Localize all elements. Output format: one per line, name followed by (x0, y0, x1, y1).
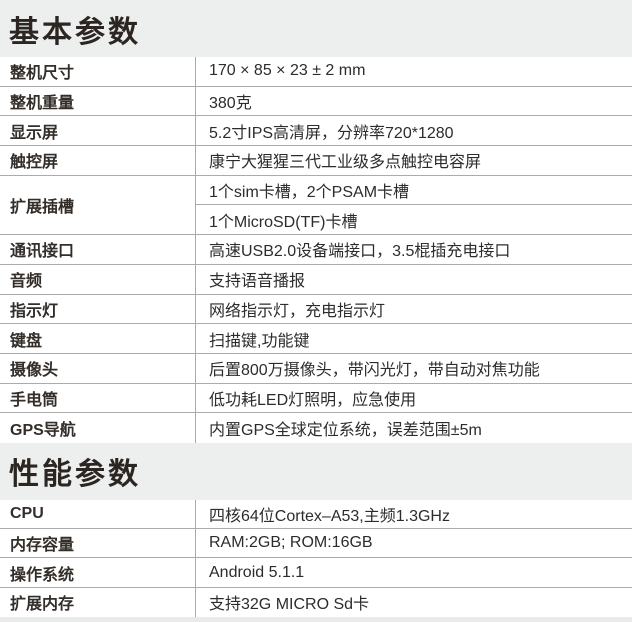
table-row: 触控屏 康宁大猩猩三代工业级多点触控电容屏 (0, 146, 632, 176)
spec-label: 显示屏 (10, 124, 59, 142)
spec-label: 扩展插槽 (10, 198, 75, 216)
section-header-performance: 性能参数 (0, 442, 632, 500)
spec-value: 四核64位Cortex–A53,主频1.3GHz (195, 499, 632, 529)
spec-value: 170 × 85 × 23 ± 2 mm (195, 57, 632, 86)
spec-label: 整机重量 (10, 95, 75, 113)
table-row: 键盘 扫描键,功能键 (0, 324, 632, 354)
spec-label: 内存容量 (10, 537, 75, 555)
spec-label: CPU (10, 505, 44, 523)
spec-value: 5.2寸IPS高清屏，分辨率720*1280 (195, 116, 632, 146)
spec-label: 手电筒 (10, 391, 59, 409)
spec-value: 支持语音播报 (195, 264, 632, 294)
basic-spec-table: 整机尺寸 170 × 85 × 23 ± 2 mm 整机重量 380克 显示屏 … (0, 57, 632, 443)
spec-value-stack: 1个sim卡槽，2个PSAM卡槽 1个MicroSD(TF)卡槽 (195, 175, 632, 235)
table-row: 音频 支持语音播报 (0, 264, 632, 295)
spec-value: 高速USB2.0设备端接口，3.5棍插充电接口 (195, 235, 632, 264)
spec-label: 键盘 (10, 332, 43, 350)
spec-value: 网络指示灯，充电指示灯 (195, 294, 632, 324)
table-row: 操作系统 Android 5.1.1 (0, 558, 632, 588)
section-title: 性能参数 (9, 458, 141, 492)
spec-value: 扫描键,功能键 (195, 324, 632, 353)
spec-value: RAM:2GB; ROM:16GB (195, 529, 632, 558)
spec-value: 380克 (195, 86, 632, 116)
spec-label: 整机尺寸 (10, 65, 75, 83)
table-row: 内存容量 RAM:2GB; ROM:16GB (0, 529, 632, 559)
spec-label: 摄像头 (10, 362, 59, 380)
section-header-basic: 基本参数 (0, 0, 632, 57)
spec-label: 触控屏 (10, 154, 59, 172)
spec-value: 1个sim卡槽，2个PSAM卡槽 (196, 176, 632, 206)
spec-label: 音频 (10, 273, 43, 291)
spec-label: 扩展内存 (10, 596, 75, 614)
table-row: 手电筒 低功耗LED灯照明，应急使用 (0, 383, 632, 414)
spec-value: Android 5.1.1 (195, 558, 632, 587)
table-row: GPS导航 内置GPS全球定位系统，误差范围±5m (0, 413, 632, 443)
table-row: 摄像头 后置800万摄像头，带闪光灯，带自动对焦功能 (0, 353, 632, 384)
spec-value: 支持32G MICRO Sd卡 (195, 587, 632, 617)
table-row: CPU 四核64位Cortex–A53,主频1.3GHz (0, 499, 632, 530)
table-row: 指示灯 网络指示灯，充电指示灯 (0, 294, 632, 325)
performance-spec-table: CPU 四核64位Cortex–A53,主频1.3GHz 内存容量 RAM:2G… (0, 499, 632, 617)
table-row: 整机尺寸 170 × 85 × 23 ± 2 mm (0, 57, 632, 87)
spec-label: 操作系统 (10, 566, 75, 584)
section-title: 基本参数 (9, 15, 141, 49)
spec-value: 后置800万摄像头，带闪光灯，带自动对焦功能 (195, 353, 632, 383)
spec-value: 低功耗LED灯照明，应急使用 (195, 383, 632, 413)
spec-value: 内置GPS全球定位系统，误差范围±5m (195, 413, 632, 443)
next-section-band (0, 616, 632, 622)
table-row: 扩展内存 支持32G MICRO Sd卡 (0, 587, 632, 617)
table-row-expansion-slots: 扩展插槽 1个sim卡槽，2个PSAM卡槽 1个MicroSD(TF)卡槽 (0, 175, 632, 236)
spec-label: GPS导航 (10, 422, 76, 440)
table-row: 显示屏 5.2寸IPS高清屏，分辨率720*1280 (0, 116, 632, 147)
table-row: 整机重量 380克 (0, 86, 632, 117)
spec-label: 通讯接口 (10, 243, 75, 261)
spec-value: 1个MicroSD(TF)卡槽 (209, 213, 358, 231)
table-row: 通讯接口 高速USB2.0设备端接口，3.5棍插充电接口 (0, 235, 632, 265)
spec-label: 指示灯 (10, 302, 59, 320)
spec-value: 康宁大猩猩三代工业级多点触控电容屏 (195, 146, 632, 175)
